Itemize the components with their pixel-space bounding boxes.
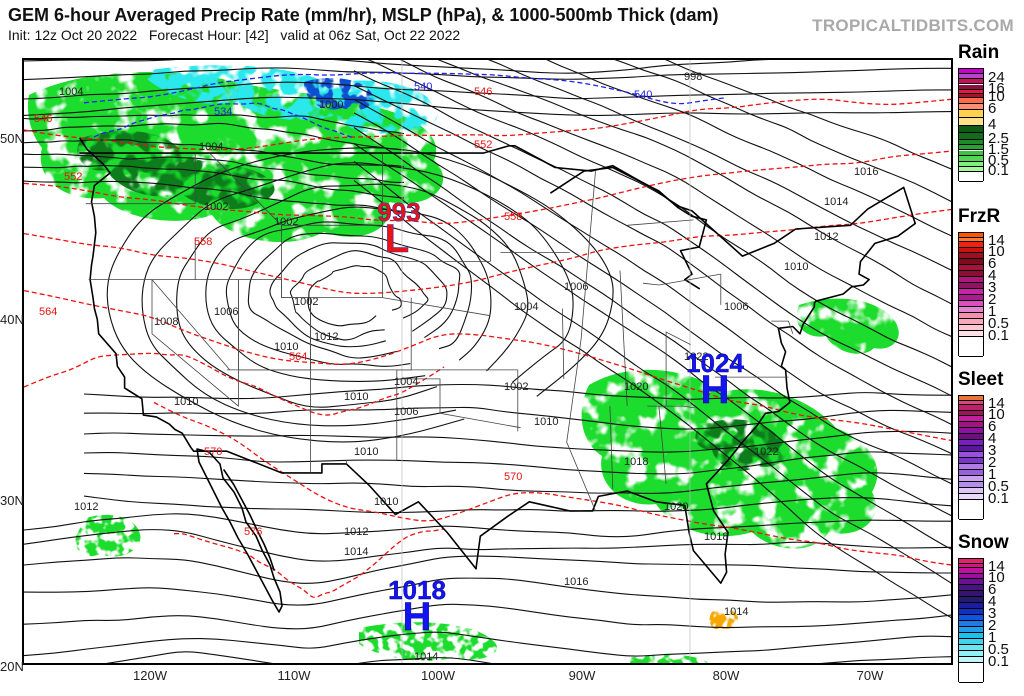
svg-text:1016: 1016 [854, 166, 878, 178]
svg-text:1014: 1014 [414, 651, 438, 663]
svg-text:1012: 1012 [74, 501, 98, 513]
svg-text:570: 570 [504, 471, 522, 483]
svg-text:1006: 1006 [214, 306, 238, 318]
svg-text:546: 546 [34, 113, 52, 125]
svg-text:1010: 1010 [534, 416, 558, 428]
svg-text:1020: 1020 [624, 381, 648, 393]
svg-text:558: 558 [504, 211, 522, 223]
svg-text:1006: 1006 [394, 406, 418, 418]
svg-text:1014: 1014 [344, 546, 368, 558]
svg-text:1010: 1010 [354, 446, 378, 458]
svg-text:1000: 1000 [319, 99, 343, 111]
svg-text:998: 998 [684, 71, 702, 83]
svg-text:1010: 1010 [344, 391, 368, 403]
svg-text:1004: 1004 [59, 86, 83, 98]
svg-text:1002: 1002 [274, 216, 298, 228]
svg-text:1010: 1010 [174, 396, 198, 408]
svg-text:540: 540 [634, 89, 652, 101]
svg-text:1008: 1008 [154, 316, 178, 328]
svg-text:558: 558 [194, 236, 212, 248]
svg-text:1012: 1012 [344, 526, 368, 538]
svg-text:546: 546 [474, 86, 492, 98]
svg-text:1018: 1018 [704, 531, 728, 543]
svg-text:1006: 1006 [724, 301, 748, 313]
svg-text:1012: 1012 [314, 331, 338, 343]
svg-text:1006: 1006 [564, 281, 588, 293]
svg-text:1010: 1010 [374, 496, 398, 508]
svg-text:1020: 1020 [664, 501, 688, 513]
svg-text:1002: 1002 [204, 201, 228, 213]
svg-text:H: H [701, 368, 730, 412]
svg-text:1002: 1002 [504, 381, 528, 393]
svg-text:540: 540 [414, 81, 432, 93]
svg-text:L: L [385, 217, 409, 261]
svg-text:534: 534 [214, 106, 232, 118]
svg-text:1012: 1012 [814, 231, 838, 243]
svg-text:552: 552 [474, 139, 492, 151]
svg-text:1014: 1014 [724, 606, 748, 618]
svg-text:1002: 1002 [294, 296, 318, 308]
svg-text:1010: 1010 [784, 261, 808, 273]
svg-text:1004: 1004 [394, 376, 418, 388]
svg-text:564: 564 [39, 306, 57, 318]
svg-text:552: 552 [64, 171, 82, 183]
svg-text:1004: 1004 [199, 141, 223, 153]
svg-text:1016: 1016 [564, 576, 588, 588]
svg-text:1018: 1018 [624, 456, 648, 468]
svg-text:570: 570 [204, 446, 222, 458]
svg-text:564: 564 [289, 351, 307, 363]
svg-text:H: H [403, 595, 432, 639]
svg-text:1022: 1022 [754, 446, 778, 458]
svg-text:576: 576 [244, 526, 262, 538]
svg-text:1004: 1004 [514, 301, 538, 313]
svg-text:1014: 1014 [824, 196, 848, 208]
